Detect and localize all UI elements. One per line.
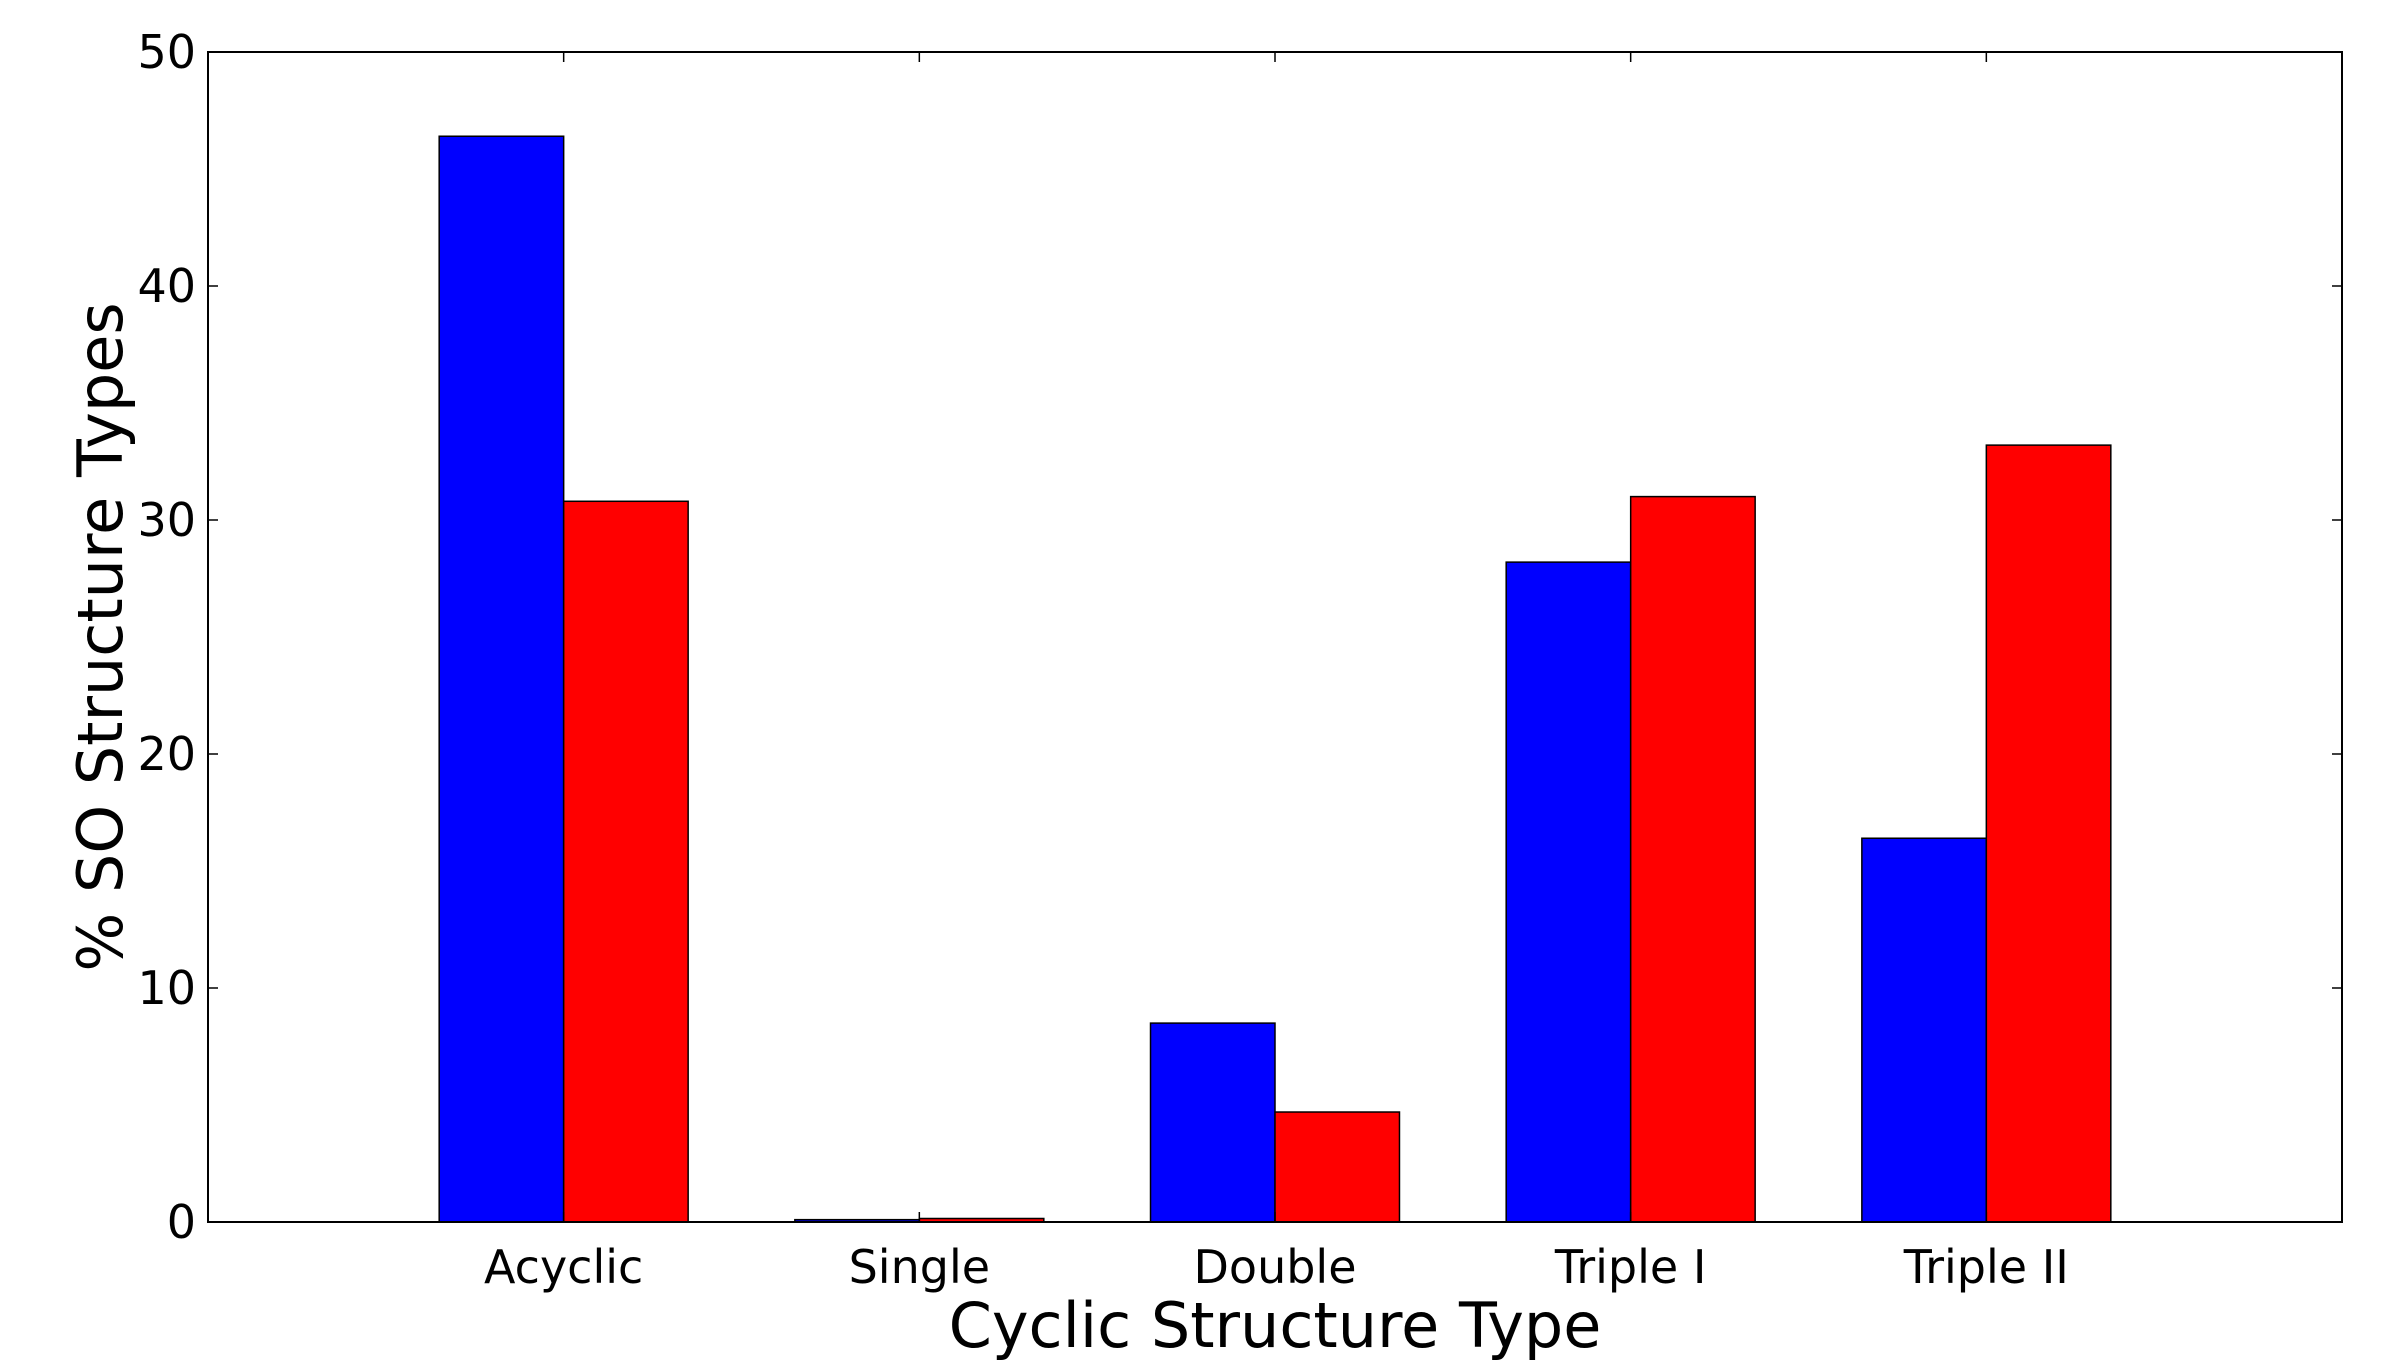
bar-triple-ii-series-1 (1861, 837, 1988, 1223)
y-tick-label: 50 (137, 25, 196, 79)
bar-acyclic-series-1 (438, 135, 565, 1223)
bars-layer (438, 135, 2112, 1223)
x-tick-label: Acyclic (484, 1240, 643, 1294)
x-tick-label: Single (849, 1240, 990, 1294)
bar-acyclic-series-2 (562, 500, 689, 1223)
bar-triple-i-series-1 (1505, 561, 1632, 1223)
ticks-layer: Acyclic Single Double Triple I Triple II 0 10 2… (137, 25, 2342, 1294)
y-tick-label: 30 (137, 493, 196, 547)
y-tick-label: 0 (167, 1195, 196, 1249)
bar-double-series-1 (1149, 1022, 1276, 1223)
x-tick-label: Double (1194, 1240, 1357, 1294)
plot-frame (207, 51, 2343, 1223)
x-tick-label: Triple I (1554, 1240, 1707, 1294)
y-tick-label: 40 (137, 259, 196, 313)
y-tick-label: 20 (137, 727, 196, 781)
bar-triple-ii-series-2 (1985, 444, 2112, 1223)
y-tick-label: 10 (137, 961, 196, 1015)
bar-double-series-2 (1274, 1111, 1401, 1223)
x-tick-label: Triple II (1903, 1240, 2069, 1294)
y-axis-title: % SO Structure Types (64, 302, 137, 971)
x-axis-title: Cyclic Structure Type (949, 1289, 1602, 1361)
bar-triple-i-series-2 (1629, 495, 1756, 1223)
